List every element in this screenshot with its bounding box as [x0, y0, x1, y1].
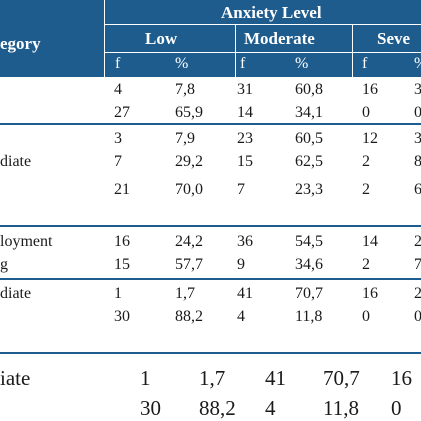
value-cell: 7,8	[175, 81, 195, 98]
value-cell: 21	[114, 181, 130, 198]
level-moderate: Moderate	[244, 29, 315, 48]
header-divider	[104, 0, 105, 77]
value-cell: 29,2	[175, 153, 203, 170]
value-cell: 8	[414, 153, 421, 170]
value-cell: 41	[265, 366, 286, 390]
header-rule	[104, 24, 421, 25]
value-cell: 30	[140, 396, 161, 420]
sub-header-f: f	[115, 55, 121, 72]
value-cell: 27	[114, 104, 130, 121]
value-cell: 2	[362, 153, 370, 170]
value-cell: 16	[114, 233, 130, 250]
value-cell: 2	[362, 181, 370, 198]
value-cell: 3	[414, 130, 421, 147]
value-cell: 88,2	[175, 308, 203, 325]
value-cell: 54,5	[295, 233, 323, 250]
value-cell: 2	[414, 285, 421, 302]
table-header: egory Anxiety Level Low Moderate Seve f …	[0, 0, 421, 77]
value-cell: 6	[414, 181, 421, 198]
value-cell: 7	[237, 181, 245, 198]
anxiety-level-header: Anxiety Level	[221, 3, 322, 22]
value-cell: 16	[391, 366, 412, 390]
value-cell: 65,9	[175, 104, 203, 121]
category-cell: iate	[0, 366, 31, 390]
value-cell: 4	[237, 308, 245, 325]
sub-header-f: f	[240, 55, 246, 72]
category-cell: diate	[0, 153, 32, 170]
value-cell: 30	[114, 308, 130, 325]
table-rule	[0, 278, 421, 280]
value-cell: 88,2	[199, 396, 236, 420]
category-cell: loyment	[0, 233, 53, 250]
value-cell: 23	[237, 130, 253, 147]
value-cell: 2	[414, 233, 421, 250]
sub-header-f: f	[362, 55, 368, 72]
value-cell: 11,8	[295, 308, 323, 325]
value-cell: 0	[362, 104, 370, 121]
value-cell: 0	[362, 308, 370, 325]
value-cell: 57,7	[175, 256, 203, 273]
category-cell: diate	[0, 285, 32, 302]
value-cell: 15	[237, 153, 253, 170]
value-cell: 16	[362, 81, 378, 98]
value-cell: 7,9	[175, 130, 195, 147]
value-cell: 7	[414, 256, 421, 273]
value-cell: 12	[362, 130, 378, 147]
value-cell: 0	[391, 396, 402, 420]
level-divider	[352, 24, 353, 77]
level-divider	[235, 24, 236, 77]
value-cell: 9	[237, 256, 245, 273]
value-cell: 70,7	[295, 285, 323, 302]
value-cell: 60,8	[295, 81, 323, 98]
value-cell: 3	[114, 130, 122, 147]
value-cell: 31	[237, 81, 253, 98]
value-cell: 24,2	[175, 233, 203, 250]
value-cell: 0	[414, 104, 421, 121]
value-cell: 1,7	[175, 285, 195, 302]
value-cell: 4	[114, 81, 122, 98]
sub-header-pct: %	[175, 55, 189, 72]
value-cell: 34,6	[295, 256, 323, 273]
value-cell: 62,5	[295, 153, 323, 170]
value-cell: 4	[265, 396, 276, 420]
value-cell: 15	[114, 256, 130, 273]
value-cell: 16	[362, 285, 378, 302]
value-cell: 34,1	[295, 104, 323, 121]
value-cell: 7	[114, 153, 122, 170]
value-cell: 14	[362, 233, 378, 250]
level-low: Low	[145, 29, 178, 48]
value-cell: 14	[237, 104, 253, 121]
value-cell: 70,7	[323, 366, 360, 390]
value-cell: 1	[114, 285, 122, 302]
header-rule	[104, 52, 421, 53]
level-severe: Seve	[377, 29, 411, 48]
table-rule	[0, 123, 421, 125]
sub-header-pct: %	[414, 55, 421, 73]
category-cell: g	[0, 256, 8, 273]
sub-header-pct: %	[295, 55, 309, 72]
value-cell: 2	[362, 256, 370, 273]
value-cell: 1,7	[199, 366, 226, 390]
value-cell: 11,8	[323, 396, 359, 420]
table-rule	[0, 352, 421, 354]
value-cell: 60,5	[295, 130, 323, 147]
table-rule	[0, 225, 421, 227]
category-header: egory	[0, 34, 41, 53]
value-cell: 1	[140, 366, 151, 390]
value-cell: 70,0	[175, 181, 203, 198]
value-cell: 36	[237, 233, 253, 250]
value-cell: 23,3	[295, 181, 323, 198]
value-cell: 0	[414, 308, 421, 325]
value-cell: 3	[414, 81, 421, 98]
value-cell: 41	[237, 285, 253, 302]
